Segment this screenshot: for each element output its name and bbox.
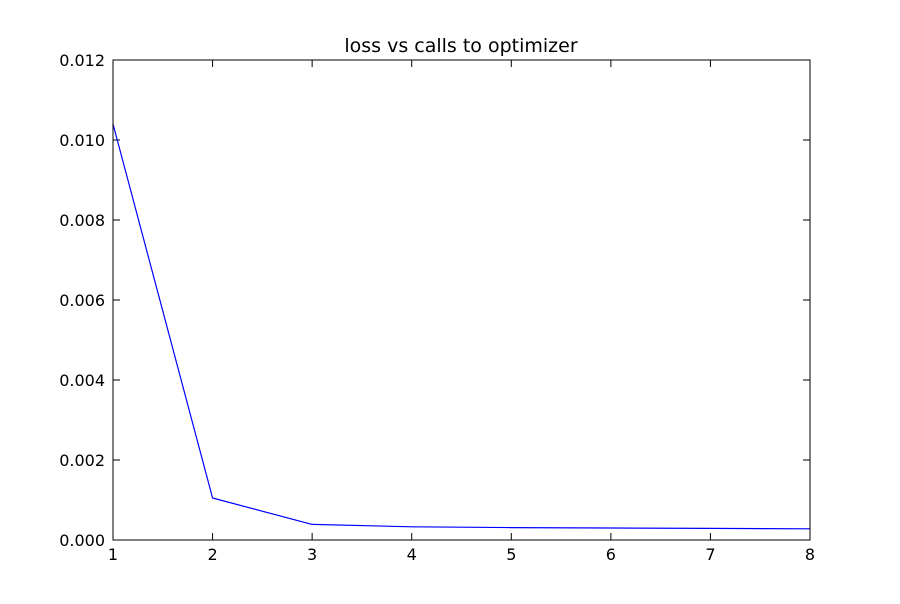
chart-title: loss vs calls to optimizer — [344, 35, 577, 57]
series-line — [112, 123, 811, 530]
x-tick-label: 5 — [506, 545, 516, 564]
x-tick-label: 8 — [805, 545, 815, 564]
x-tick-label: 1 — [108, 545, 118, 564]
y-tick-label: 0.012 — [59, 51, 105, 70]
x-tick-label: 2 — [207, 545, 217, 564]
y-tick-label: 0.000 — [59, 531, 105, 550]
y-tick-label: 0.004 — [59, 371, 105, 390]
x-tick-label: 7 — [705, 545, 715, 564]
y-tick-label: 0.006 — [59, 291, 105, 310]
x-tick-label: 6 — [606, 545, 616, 564]
axis-ticks — [112, 59, 811, 541]
plot-area — [112, 123, 811, 530]
y-tick-label: 0.008 — [59, 211, 105, 230]
x-tick-label: 3 — [307, 545, 317, 564]
axis-tick-labels: 1 2 3 4 5 6 7 8 0.000 0.002 0.004 0.006 0.008 0.010 0.… — [59, 51, 815, 564]
y-tick-label: 0.002 — [59, 451, 105, 470]
x-tick-label: 4 — [407, 545, 417, 564]
y-tick-label: 0.010 — [59, 131, 105, 150]
plot-frame — [112, 59, 811, 541]
